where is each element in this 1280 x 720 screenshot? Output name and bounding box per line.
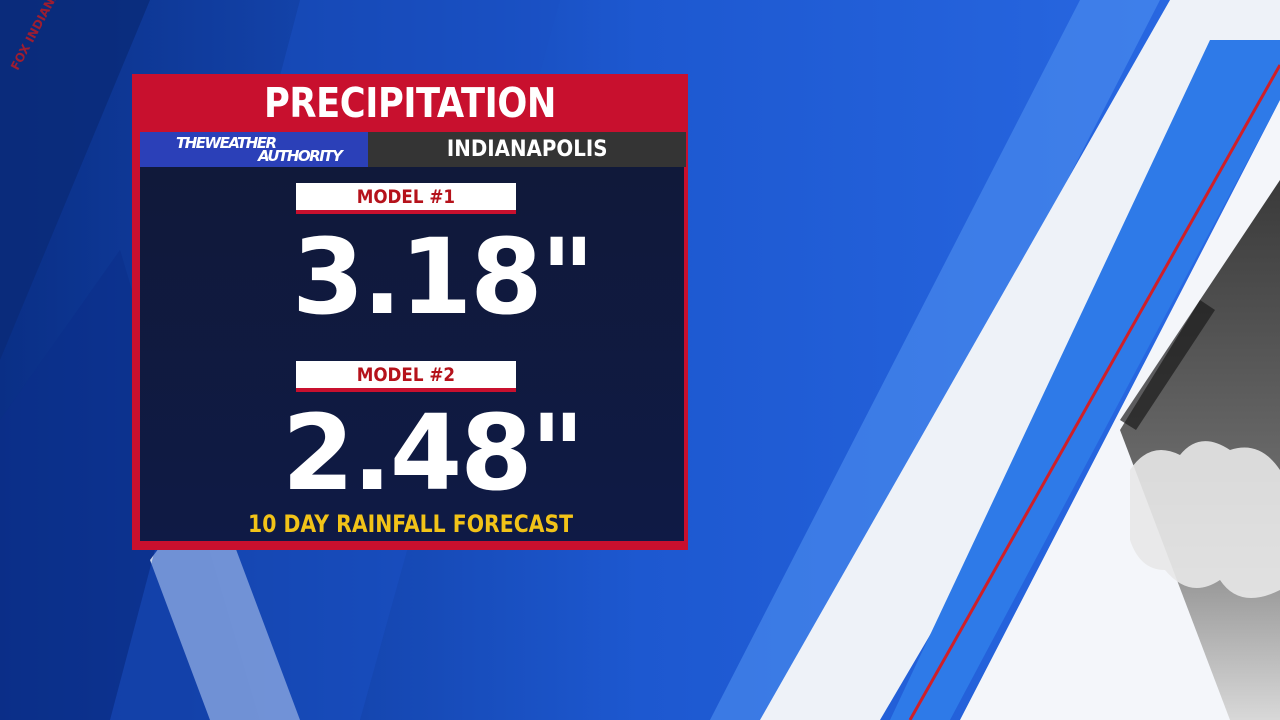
light-band-1 bbox=[710, 0, 1160, 720]
rainfall-caption: 10 DAY RAINFALL FORECAST bbox=[140, 510, 684, 538]
location-label: INDIANAPOLIS bbox=[368, 132, 686, 167]
red-accent-line bbox=[908, 64, 1280, 720]
model-1-label-text: MODEL #1 bbox=[356, 186, 456, 208]
sub-header-bar: THEWEATHER AUTHORITY INDIANAPOLIS bbox=[140, 132, 686, 167]
model-1-label: MODEL #1 bbox=[296, 183, 516, 214]
location-text: INDIANAPOLIS bbox=[446, 137, 608, 162]
forecast-content: MODEL #1 3.18" MODEL #2 2.48" 10 DAY RAI… bbox=[140, 167, 684, 541]
model-2-value: 2.48" bbox=[282, 392, 585, 514]
model-2-label-text: MODEL #2 bbox=[356, 364, 456, 386]
model-1-value: 3.18" bbox=[292, 216, 595, 338]
rainfall-caption-text: 10 DAY RAINFALL FORECAST bbox=[248, 510, 574, 538]
cloud-shape bbox=[1130, 441, 1280, 598]
logo-line-2: AUTHORITY bbox=[258, 147, 343, 165]
dark-edge-photo bbox=[1120, 300, 1215, 430]
model-2-label: MODEL #2 bbox=[296, 361, 516, 392]
blue-band-2 bbox=[890, 40, 1280, 720]
panel-title: PRECIPITATION FORECAST bbox=[132, 74, 688, 185]
logo-line-1: THEWEATHER bbox=[176, 134, 277, 152]
forecast-panel: PRECIPITATION FORECAST THEWEATHER AUTHOR… bbox=[132, 74, 688, 550]
weather-authority-logo: THEWEATHER AUTHORITY bbox=[140, 132, 368, 167]
dark-stripe-left bbox=[0, 0, 150, 360]
